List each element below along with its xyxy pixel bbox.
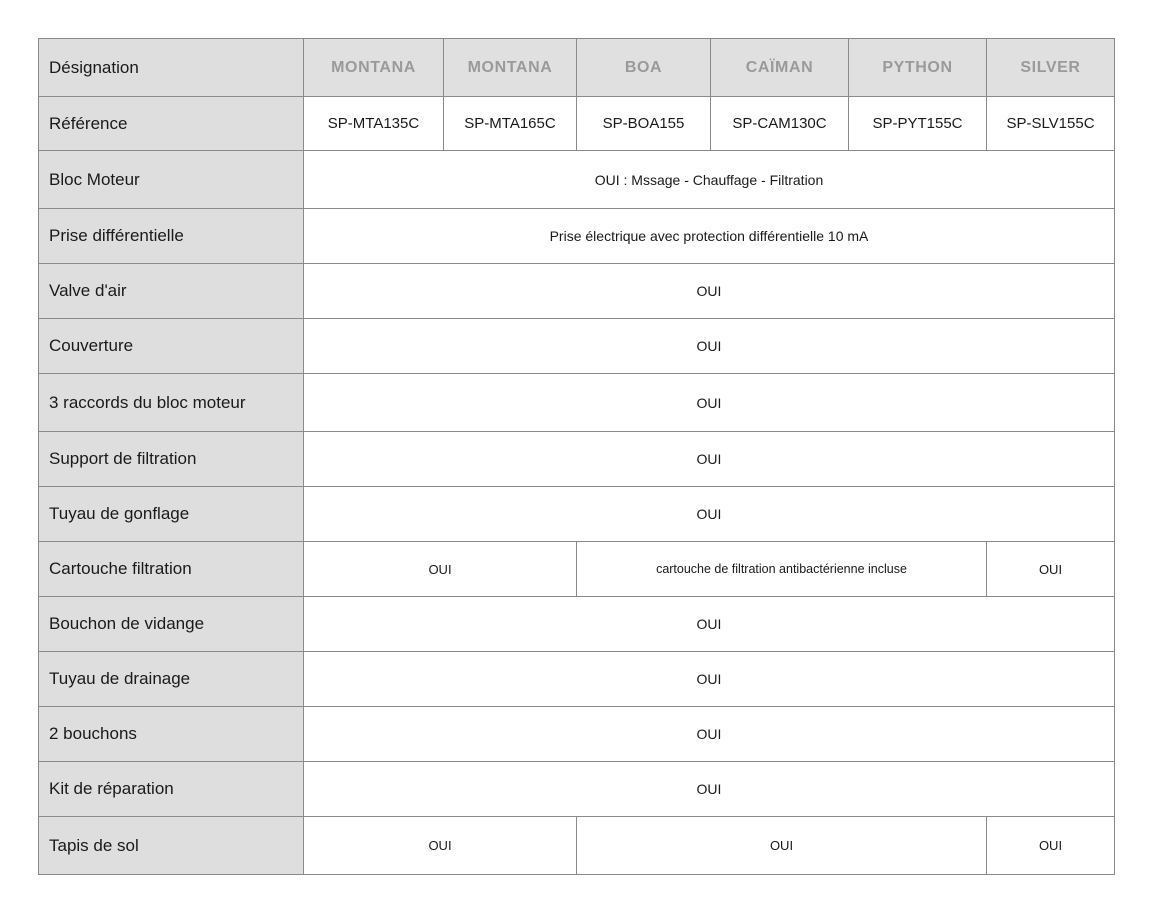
- header-brand-python: PYTHON: [848, 38, 987, 97]
- table-row: Support de filtration OUI: [38, 431, 1115, 487]
- row-value-kit-reparation: OUI: [303, 761, 1115, 817]
- row-label-support-filtration: Support de filtration: [38, 431, 304, 487]
- row-label-tuyau-drainage: Tuyau de drainage: [38, 651, 304, 707]
- row-label-reference: Référence: [38, 96, 304, 151]
- tapis-de-sol-middle: OUI: [576, 816, 987, 875]
- row-value-couverture: OUI: [303, 318, 1115, 374]
- row-label-tapis-de-sol: Tapis de sol: [38, 816, 304, 875]
- table-row: Tapis de sol OUI OUI OUI: [38, 816, 1115, 875]
- row-value-bloc-moteur: OUI : Mssage - Chauffage - Filtration: [303, 150, 1115, 209]
- reference-boa: SP-BOA155: [576, 96, 711, 151]
- table-header-row: Désignation MONTANA MONTANA BOA CAÏMAN P…: [38, 38, 1115, 97]
- tapis-de-sol-silver: OUI: [986, 816, 1115, 875]
- table-row: 3 raccords du bloc moteur OUI: [38, 373, 1115, 432]
- row-label-couverture: Couverture: [38, 318, 304, 374]
- header-designation: Désignation: [38, 38, 304, 97]
- table-row: Tuyau de gonflage OUI: [38, 486, 1115, 542]
- header-brand-montana165: MONTANA: [443, 38, 577, 97]
- header-brand-silver: SILVER: [986, 38, 1115, 97]
- row-label-raccords-bloc-moteur: 3 raccords du bloc moteur: [38, 373, 304, 432]
- header-brand-caiman: CAÏMAN: [710, 38, 849, 97]
- row-label-kit-reparation: Kit de réparation: [38, 761, 304, 817]
- product-specification-table: Désignation MONTANA MONTANA BOA CAÏMAN P…: [38, 38, 1115, 875]
- row-value-valve-air: OUI: [303, 263, 1115, 319]
- reference-montana135: SP-MTA135C: [303, 96, 444, 151]
- tapis-de-sol-montana: OUI: [303, 816, 577, 875]
- row-label-deux-bouchons: 2 bouchons: [38, 706, 304, 762]
- row-value-bouchon-vidange: OUI: [303, 596, 1115, 652]
- cartouche-filtration-middle: cartouche de filtration antibactérienne …: [576, 541, 987, 597]
- row-label-bloc-moteur: Bloc Moteur: [38, 150, 304, 209]
- table-row: Valve d'air OUI: [38, 263, 1115, 319]
- reference-python: SP-PYT155C: [848, 96, 987, 151]
- header-brand-montana135: MONTANA: [303, 38, 444, 97]
- row-label-bouchon-vidange: Bouchon de vidange: [38, 596, 304, 652]
- table-row: 2 bouchons OUI: [38, 706, 1115, 762]
- row-value-raccords-bloc-moteur: OUI: [303, 373, 1115, 432]
- table-row: Bouchon de vidange OUI: [38, 596, 1115, 652]
- table-row: Kit de réparation OUI: [38, 761, 1115, 817]
- row-label-prise-differentielle: Prise différentielle: [38, 208, 304, 264]
- header-brand-boa: BOA: [576, 38, 711, 97]
- row-label-valve-air: Valve d'air: [38, 263, 304, 319]
- row-value-tuyau-drainage: OUI: [303, 651, 1115, 707]
- reference-montana165: SP-MTA165C: [443, 96, 577, 151]
- row-value-support-filtration: OUI: [303, 431, 1115, 487]
- row-value-tuyau-gonflage: OUI: [303, 486, 1115, 542]
- cartouche-filtration-silver: OUI: [986, 541, 1115, 597]
- table-row: Couverture OUI: [38, 318, 1115, 374]
- reference-silver: SP-SLV155C: [986, 96, 1115, 151]
- table-row: Cartouche filtration OUI cartouche de fi…: [38, 541, 1115, 597]
- table-row: Tuyau de drainage OUI: [38, 651, 1115, 707]
- table-row: Prise différentielle Prise électrique av…: [38, 208, 1115, 264]
- table-row: Bloc Moteur OUI : Mssage - Chauffage - F…: [38, 150, 1115, 209]
- row-label-tuyau-gonflage: Tuyau de gonflage: [38, 486, 304, 542]
- row-value-prise-differentielle: Prise électrique avec protection différe…: [303, 208, 1115, 264]
- table-row-reference: Référence SP-MTA135C SP-MTA165C SP-BOA15…: [38, 96, 1115, 151]
- row-value-deux-bouchons: OUI: [303, 706, 1115, 762]
- cartouche-filtration-montana: OUI: [303, 541, 577, 597]
- row-label-cartouche-filtration: Cartouche filtration: [38, 541, 304, 597]
- reference-caiman: SP-CAM130C: [710, 96, 849, 151]
